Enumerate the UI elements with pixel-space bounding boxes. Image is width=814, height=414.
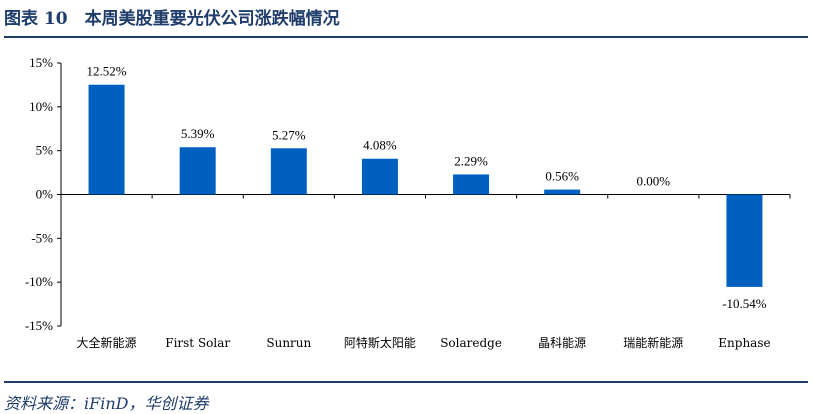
chart-title: 图表 10 本周美股重要光伏公司涨跌幅情况 [4,9,340,29]
category-label: 阿特斯太阳能 [344,335,416,350]
data-label: 12.52% [87,64,127,79]
y-tick-label: 5% [36,143,54,158]
y-tick-label: 15% [29,55,53,70]
data-label: 5.27% [272,127,306,142]
y-tick-label: 10% [29,99,53,114]
category-label: 瑞能新能源 [623,335,683,350]
category-label: First Solar [165,336,230,350]
top-divider [4,36,808,38]
category-label: 晶科能源 [538,336,586,350]
data-label: 4.08% [363,138,397,153]
bar [270,148,307,195]
bar [361,158,398,195]
y-tick-label: 0% [36,187,54,202]
source-note: 资料来源：iFinD，华创证券 [4,394,209,413]
category-label: Enphase [718,336,770,350]
data-label: 5.39% [181,126,215,141]
bar [453,174,490,195]
bar [544,189,581,195]
y-tick-label: -10% [25,274,53,289]
bar [88,84,125,195]
bar [179,147,216,195]
category-label: Sunrun [266,336,311,350]
y-tick-label: -15% [25,318,53,333]
category-label: Solaredge [440,336,502,350]
bottom-divider [4,381,808,383]
y-tick-label: -5% [31,230,53,245]
category-label: 大全新能源 [77,335,137,350]
data-label: 2.29% [454,153,488,168]
data-label: -10.54% [722,296,767,311]
data-label: 0.56% [545,169,579,184]
data-label: 0.00% [637,174,671,189]
bar [726,194,763,287]
